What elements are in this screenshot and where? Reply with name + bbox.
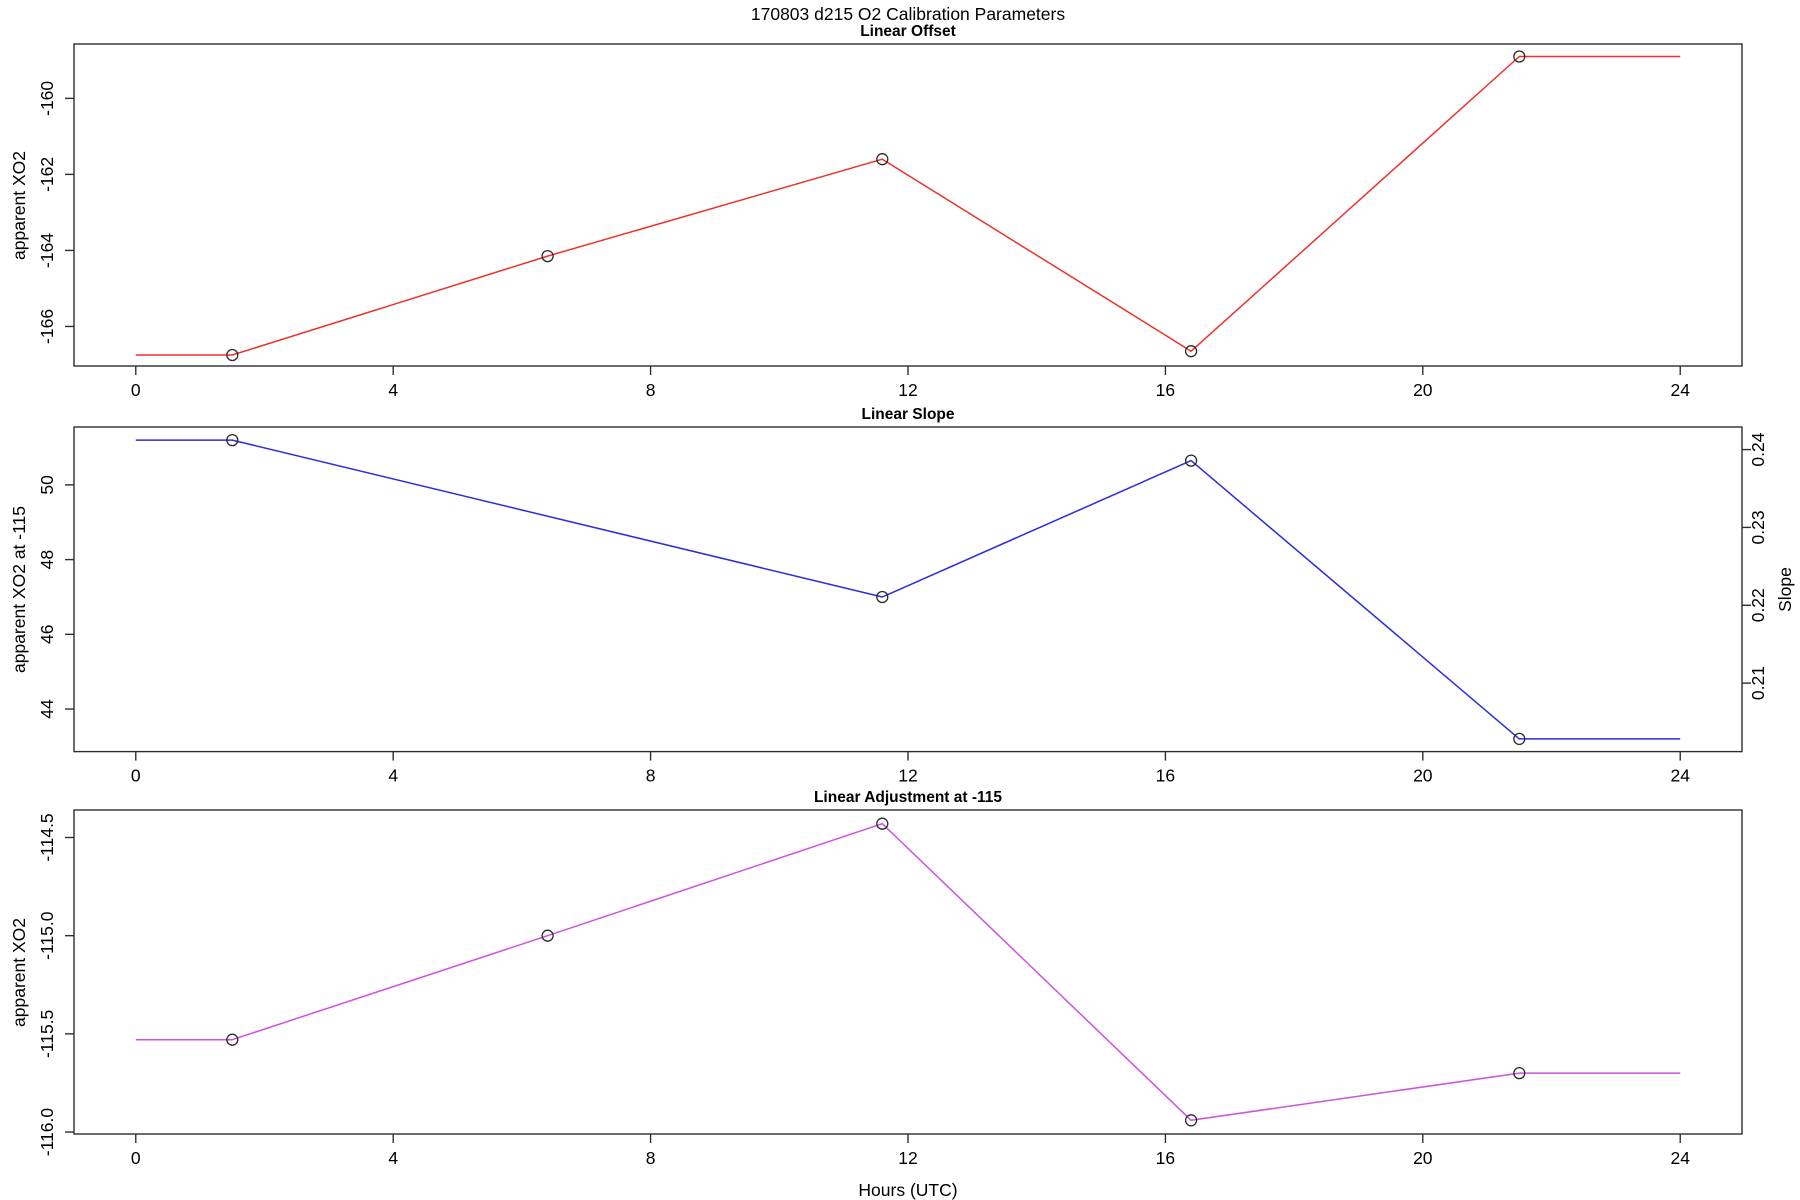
right-tick-label: 0.24 [1748, 432, 1768, 466]
data-point [541, 929, 554, 942]
y-tick-label: -114.5 [37, 813, 57, 861]
right-tick-label: 0.21 [1748, 666, 1768, 700]
data-point [1184, 454, 1198, 467]
data-point [226, 1033, 239, 1046]
x-tick-label: 20 [1413, 380, 1433, 400]
x-tick-label: 24 [1670, 1148, 1690, 1168]
x-tick-label: 20 [1413, 1148, 1433, 1168]
y-tick-label: -166 [37, 309, 57, 344]
x-tick-label: 8 [646, 380, 656, 400]
x-tick-label: 16 [1156, 766, 1175, 786]
data-point [1184, 345, 1198, 358]
data-point [876, 817, 889, 830]
x-tick-label: 0 [131, 1148, 141, 1168]
y-tick-label: 44 [37, 699, 57, 719]
data-point [226, 348, 239, 362]
x-tick-label: 24 [1670, 766, 1690, 786]
series-line [135, 439, 1681, 740]
y-tick-label: -162 [37, 157, 57, 192]
x-tick-label: 4 [388, 1148, 398, 1168]
panel-3: 0 4 8 12 16 20 24 -116.0 -115.5 -115.0 -114.5 [37, 809, 1743, 1168]
right-tick-label: 0.22 [1748, 588, 1768, 622]
y-tick-label: -116.0 [37, 1108, 57, 1157]
data-point [1184, 1114, 1198, 1127]
data-point [1513, 1066, 1526, 1080]
x-tick-label: 16 [1156, 380, 1175, 400]
series-line [135, 55, 1681, 356]
x-tick-label: 4 [388, 766, 398, 786]
right-tick-label: 0.23 [1748, 510, 1768, 544]
panel-border [73, 43, 1743, 367]
data-point [1513, 50, 1526, 63]
x-tick-label: 8 [646, 766, 656, 786]
y-tick-label: -160 [37, 81, 57, 116]
series-line [135, 822, 1681, 1122]
y-tick-label: -115.0 [37, 911, 57, 960]
panel-1: 0 4 8 12 16 20 24 -166 -164 -162 -160 [37, 43, 1743, 400]
x-tick-label: 0 [131, 766, 141, 786]
x-tick-label: 12 [898, 380, 917, 400]
y-tick-label: 48 [37, 550, 57, 569]
x-tick-label: 20 [1413, 766, 1433, 786]
x-tick-label: 12 [898, 1148, 917, 1168]
y-tick-label: -115.5 [37, 1010, 57, 1058]
x-tick-label: 4 [388, 380, 398, 400]
y-tick-label: 46 [37, 625, 57, 644]
panel-border [73, 809, 1743, 1135]
y-tick-label: -164 [37, 233, 57, 268]
panel-border [73, 426, 1743, 753]
x-tick-label: 16 [1156, 1148, 1175, 1168]
data-point [876, 590, 889, 604]
x-tick-label: 0 [131, 380, 141, 400]
x-tick-label: 12 [898, 766, 917, 786]
data-point [541, 249, 554, 263]
y-tick-label: 50 [37, 475, 57, 495]
data-point [1513, 732, 1526, 746]
data-point [226, 433, 239, 447]
data-point [876, 153, 889, 166]
x-tick-label: 8 [646, 1148, 656, 1168]
x-tick-label: 24 [1670, 380, 1690, 400]
